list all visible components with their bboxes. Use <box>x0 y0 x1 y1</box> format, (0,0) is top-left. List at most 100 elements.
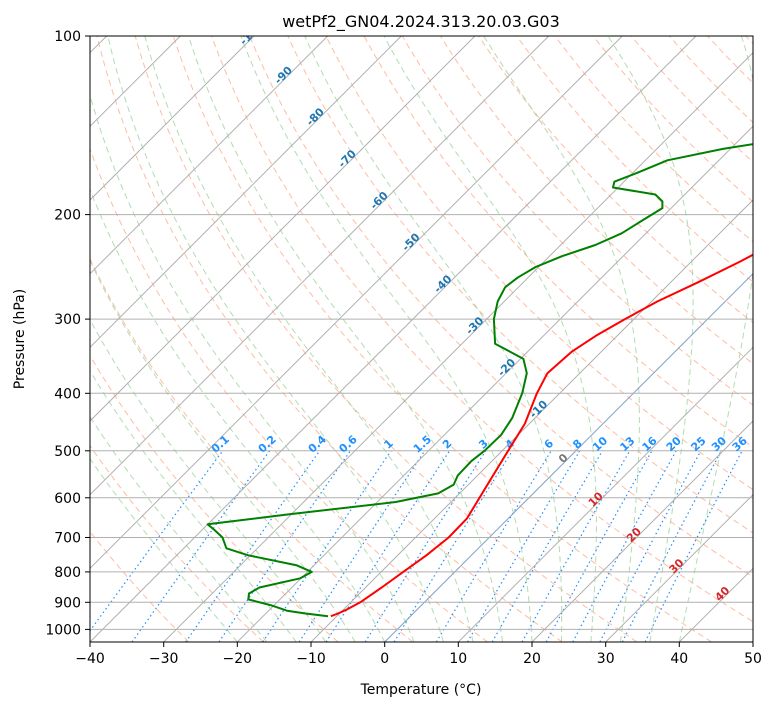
isotherm-line <box>678 567 753 642</box>
mixing-ratio-line <box>644 450 743 642</box>
dry-adiabat-line <box>249 36 753 578</box>
y-tick-label: 300 <box>54 312 81 328</box>
mixing-ratio-label: 3 <box>476 437 490 452</box>
isotherm-label: -40 <box>431 272 454 295</box>
axis-ticks: −40 −30 −20 −10 0 10 20 30 40 50 100 200 300 400 500 60… <box>45 29 762 667</box>
moist-adiabat-line <box>107 36 445 642</box>
x-tick-label: 40 <box>670 651 688 667</box>
dry-adiabat-line <box>554 36 753 243</box>
isotherm-label: -70 <box>336 147 359 170</box>
moist-adiabat-line <box>90 415 268 642</box>
mixing-ratio-label: 0.4 <box>306 433 329 456</box>
moist-adiabat-line <box>144 36 474 642</box>
mixing-ratio-line <box>572 450 677 642</box>
isotherm-line <box>90 36 623 570</box>
mixing-ratio-line <box>393 450 513 642</box>
isotherm-line <box>163 51 753 642</box>
isotherm-line <box>90 36 476 422</box>
isotherm-line <box>531 420 753 642</box>
temperature-profile-line <box>330 253 753 618</box>
dry-adiabat-line <box>592 36 753 203</box>
dewpoint-profile-line <box>206 143 753 618</box>
isotherm-line <box>90 36 697 642</box>
mixing-ratio-line <box>435 450 552 642</box>
dry-adiabat-line <box>211 36 753 623</box>
y-tick-label: 100 <box>54 29 81 45</box>
isotherm-label: -100 <box>237 19 266 48</box>
dry-adiabat-line <box>96 36 563 642</box>
moist-adiabat-line <box>483 36 640 642</box>
y-tick-label: 400 <box>54 386 81 402</box>
dry-adiabat-line <box>745 36 753 45</box>
mixing-ratio-line <box>466 450 581 642</box>
moist-adiabat-line <box>678 36 753 642</box>
dry-adiabat-line <box>90 147 488 642</box>
isotherm-label: 10 <box>586 489 606 509</box>
moist-adiabat-line <box>90 188 386 642</box>
background-lines <box>90 36 753 642</box>
x-tick-label: −20 <box>223 651 253 667</box>
mixing-ratio-label: 2 <box>440 437 454 452</box>
isotherm-line <box>90 36 329 275</box>
y-axis-label: Pressure (hPa) <box>12 289 28 389</box>
mixing-ratio-line <box>298 450 426 642</box>
dry-adiabat-line <box>90 444 264 642</box>
y-tick-label: 800 <box>54 565 81 581</box>
mixing-ratio-line <box>185 450 321 642</box>
moist-adiabat-line <box>383 36 597 642</box>
mixing-ratio-label: 0.1 <box>209 433 232 456</box>
moist-adiabat-line <box>90 318 327 642</box>
x-tick-label: −40 <box>75 651 105 667</box>
mixing-ratio-line <box>90 450 224 632</box>
x-tick-label: 0 <box>380 651 389 667</box>
y-tick-label: 1000 <box>45 622 81 638</box>
y-tick-label: 900 <box>54 595 81 611</box>
y-tick-label: 700 <box>54 531 81 547</box>
dry-adiabat-line <box>516 36 753 283</box>
moist-adiabat-line <box>90 259 356 642</box>
dry-adiabat-line <box>90 257 414 642</box>
dry-adiabat-line <box>401 36 753 406</box>
y-tick-label: 200 <box>54 208 81 224</box>
isotherm-label: -30 <box>463 314 486 337</box>
isotherm-label: -50 <box>399 230 422 253</box>
mixing-ratio-line <box>325 450 451 642</box>
mixing-ratio-label: 8 <box>570 437 584 452</box>
x-tick-label: 30 <box>597 651 615 667</box>
mixing-ratio-line <box>364 450 487 642</box>
isotherm-line <box>236 125 753 642</box>
isotherm-label: -20 <box>495 356 518 379</box>
mixing-ratio-label: 0.6 <box>336 433 359 456</box>
isotherm-line <box>90 36 550 496</box>
data-series <box>206 143 753 618</box>
y-tick-label: 600 <box>54 491 81 507</box>
mixing-ratio-label: 1.5 <box>411 433 434 456</box>
mixing-ratio-line <box>131 450 271 642</box>
isotherm-line <box>752 641 753 642</box>
isotherm-line <box>605 493 753 642</box>
mixing-ratio-line <box>521 450 631 642</box>
moist-adiabat-line <box>304 36 563 642</box>
mixing-ratio-line <box>599 450 702 642</box>
dry-adiabat-line <box>669 36 753 124</box>
isotherm-line <box>384 272 753 642</box>
y-tick-label: 500 <box>54 444 81 460</box>
isotherm-label: -90 <box>272 63 295 86</box>
dry-adiabat-line <box>90 354 339 642</box>
dry-adiabat-line <box>325 36 753 491</box>
dry-adiabat-line <box>630 36 753 163</box>
dry-adiabat-line <box>172 36 712 642</box>
moist-adiabat-line <box>90 457 238 642</box>
dry-adiabat-line <box>134 36 638 642</box>
dry-adiabat-line <box>478 36 753 324</box>
isotherm-label: 20 <box>624 525 644 545</box>
isotherm-label: 30 <box>667 556 687 576</box>
plot-frame <box>89 35 754 643</box>
moist-adiabat-line <box>240 36 533 642</box>
moist-adiabat-line <box>188 36 503 642</box>
isotherm-line <box>90 36 255 201</box>
mixing-ratio-line <box>262 450 392 642</box>
isotherm-label: 40 <box>712 584 732 604</box>
x-axis-label: Temperature (°C) <box>360 682 482 698</box>
